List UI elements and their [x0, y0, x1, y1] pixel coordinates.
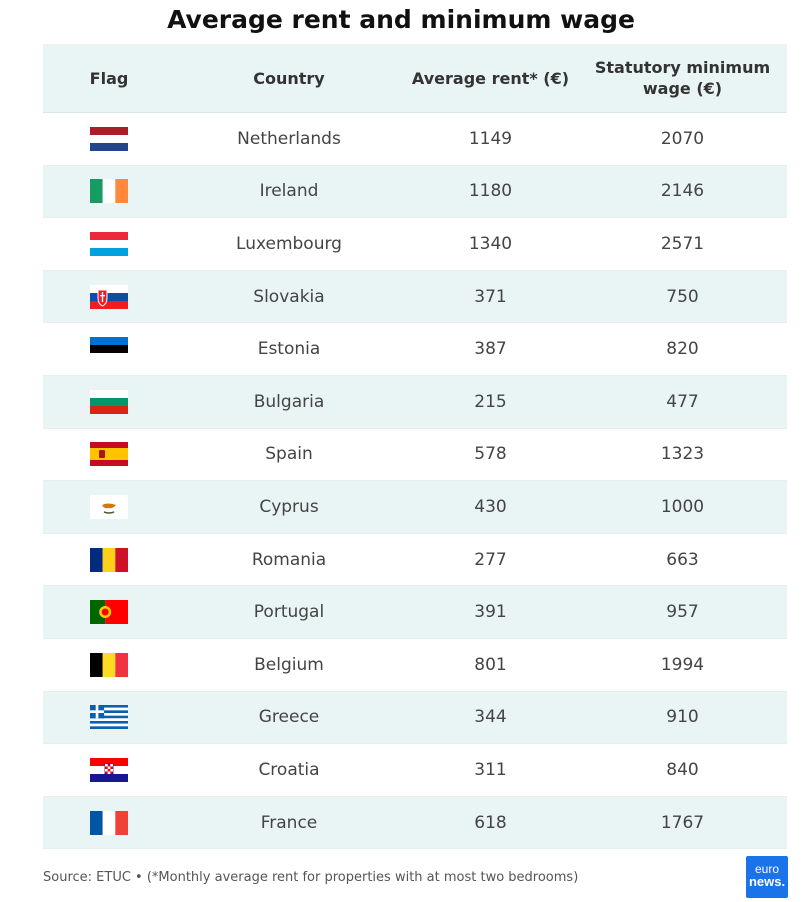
- table-row: Slovakia 371 750: [43, 270, 787, 324]
- average-rent-cell: 311: [474, 759, 507, 780]
- logo-line2: news.: [748, 874, 786, 889]
- average-rent-cell: 1180: [468, 181, 513, 202]
- greece-flag-icon: [90, 705, 128, 730]
- page-title: Average rent and minimum wage: [167, 5, 635, 34]
- average-rent-cell: 1149: [468, 128, 513, 149]
- flag-cell: [43, 284, 175, 309]
- country-cell: Cyprus: [259, 496, 319, 517]
- country-cell: Netherlands: [237, 128, 341, 149]
- average-rent-cell: 578: [474, 444, 507, 465]
- flag-cell: [43, 600, 175, 625]
- flag-cell: [43, 231, 175, 256]
- flag-cell: [43, 179, 175, 204]
- table-row: Ireland 1180 2146: [43, 165, 787, 219]
- average-rent-cell: 371: [474, 286, 507, 307]
- minimum-wage-cell: 1767: [660, 812, 705, 833]
- euronews-logo: euro news.: [746, 856, 788, 898]
- croatia-flag-icon: [90, 757, 128, 782]
- header-country: Country: [253, 68, 325, 88]
- luxembourg-flag-icon: [90, 231, 128, 256]
- minimum-wage-cell: 1000: [660, 496, 705, 517]
- average-rent-cell: 1340: [468, 233, 513, 254]
- table-row: France 618 1767: [43, 796, 787, 850]
- country-cell: France: [260, 812, 318, 833]
- country-cell: Greece: [258, 707, 320, 728]
- minimum-wage-cell: 1994: [660, 654, 705, 675]
- portugal-flag-icon: [90, 600, 128, 625]
- header-flag: Flag: [89, 68, 129, 88]
- minimum-wage-cell: 2571: [660, 233, 705, 254]
- average-rent-cell: 391: [474, 602, 507, 623]
- average-rent-cell: 618: [474, 812, 507, 833]
- country-cell: Croatia: [258, 759, 320, 780]
- table-header: Flag Country Average rent* (€) Statutory…: [43, 44, 787, 113]
- header-minimum-wage: Statutory minimum wage (€): [578, 57, 787, 99]
- minimum-wage-cell: 1323: [660, 444, 705, 465]
- spain-flag-icon: [90, 442, 128, 467]
- belgium-flag-icon: [90, 652, 128, 677]
- header-average-rent: Average rent* (€): [411, 68, 570, 88]
- flag-cell: [43, 126, 175, 151]
- average-rent-cell: 215: [474, 391, 507, 412]
- estonia-flag-icon: [90, 337, 128, 362]
- country-cell: Estonia: [257, 339, 321, 360]
- flag-cell: [43, 389, 175, 414]
- bulgaria-flag-icon: [90, 389, 128, 414]
- table-row: Belgium 801 1994: [43, 639, 787, 692]
- country-cell: Spain: [265, 444, 313, 465]
- average-rent-cell: 387: [474, 339, 507, 360]
- table-row: Romania 277 663: [43, 534, 787, 587]
- country-cell: Luxembourg: [236, 233, 342, 254]
- country-cell: Slovakia: [253, 286, 325, 307]
- table-row: Estonia 387 820: [43, 323, 787, 376]
- minimum-wage-cell: 820: [666, 339, 699, 360]
- table-row: Portugal 391 957: [43, 586, 787, 639]
- minimum-wage-cell: 477: [666, 391, 699, 412]
- table-row: Croatia 311 840: [43, 744, 787, 797]
- table-row: Bulgaria 215 477: [43, 375, 787, 429]
- flag-cell: [43, 547, 175, 572]
- header-wage-line1: Statutory minimum: [594, 58, 771, 77]
- table-row: Cyprus 430 1000: [43, 481, 787, 534]
- minimum-wage-cell: 750: [666, 286, 699, 307]
- cyprus-flag-icon: [90, 494, 128, 519]
- flag-cell: [43, 810, 175, 835]
- flag-cell: [43, 652, 175, 677]
- source-note: Source: ETUC • (*Monthly average rent fo…: [43, 870, 579, 885]
- flag-cell: [43, 442, 175, 467]
- country-cell: Belgium: [254, 654, 324, 675]
- table-row: Greece 344 910: [43, 691, 787, 745]
- country-cell: Ireland: [259, 181, 319, 202]
- flag-cell: [43, 705, 175, 730]
- average-rent-cell: 277: [474, 549, 507, 570]
- country-cell: Portugal: [253, 602, 325, 623]
- france-flag-icon: [90, 810, 128, 835]
- country-cell: Bulgaria: [253, 391, 325, 412]
- flag-cell: [43, 337, 175, 362]
- table-row: Spain 578 1323: [43, 429, 787, 482]
- flag-cell: [43, 494, 175, 519]
- ireland-flag-icon: [90, 179, 128, 204]
- average-rent-cell: 430: [474, 496, 507, 517]
- flag-cell: [43, 757, 175, 782]
- minimum-wage-cell: 910: [666, 707, 699, 728]
- table-body: Netherlands 1149 2070 Ireland 1180 2146 Luxemb…: [43, 113, 787, 850]
- table-row: Luxembourg 1340 2571: [43, 218, 787, 271]
- header-wage-line2: wage (€): [642, 79, 723, 98]
- rent-wage-table: Flag Country Average rent* (€) Statutory…: [43, 44, 787, 850]
- logo-line1: euro: [754, 862, 780, 876]
- netherlands-flag-icon: [90, 126, 128, 151]
- average-rent-cell: 801: [474, 654, 507, 675]
- minimum-wage-cell: 2070: [660, 128, 705, 149]
- minimum-wage-cell: 957: [666, 602, 699, 623]
- table-row: Netherlands 1149 2070: [43, 113, 787, 166]
- slovakia-flag-icon: [90, 284, 128, 309]
- country-cell: Romania: [251, 549, 327, 570]
- minimum-wage-cell: 663: [666, 549, 699, 570]
- romania-flag-icon: [90, 547, 128, 572]
- minimum-wage-cell: 2146: [660, 181, 705, 202]
- minimum-wage-cell: 840: [666, 759, 699, 780]
- average-rent-cell: 344: [474, 707, 507, 728]
